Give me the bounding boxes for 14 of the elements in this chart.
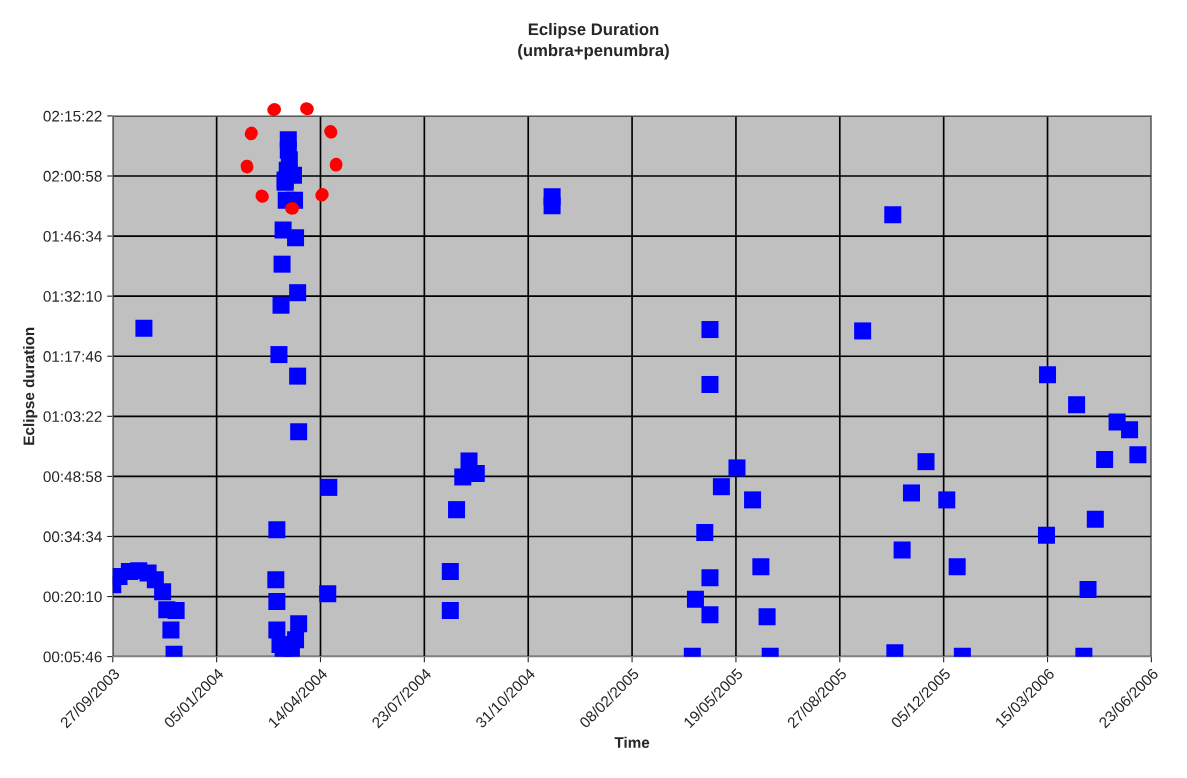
- y-tick-label: 00:48:58: [43, 471, 102, 483]
- y-tick-label: 00:20:10: [43, 591, 102, 603]
- x-axis-title: Time: [614, 736, 650, 748]
- y-tick-label: 01:46:34: [43, 230, 102, 242]
- y-axis-title: Eclipse duration: [23, 327, 38, 445]
- y-tick-label: 00:05:46: [43, 651, 102, 663]
- y-tick-label: 01:17:46: [43, 351, 102, 362]
- y-tick-label: 01:03:22: [43, 411, 102, 422]
- y-tick-label: 02:15:22: [43, 110, 102, 122]
- y-tick-label: 02:00:58: [43, 170, 102, 182]
- chart-title: Eclipse Duration: [528, 22, 659, 39]
- y-tick-label: 00:34:34: [43, 531, 102, 543]
- y-tick-label: 01:32:10: [43, 291, 102, 302]
- chart-subtitle: (umbra+penumbra): [518, 43, 669, 60]
